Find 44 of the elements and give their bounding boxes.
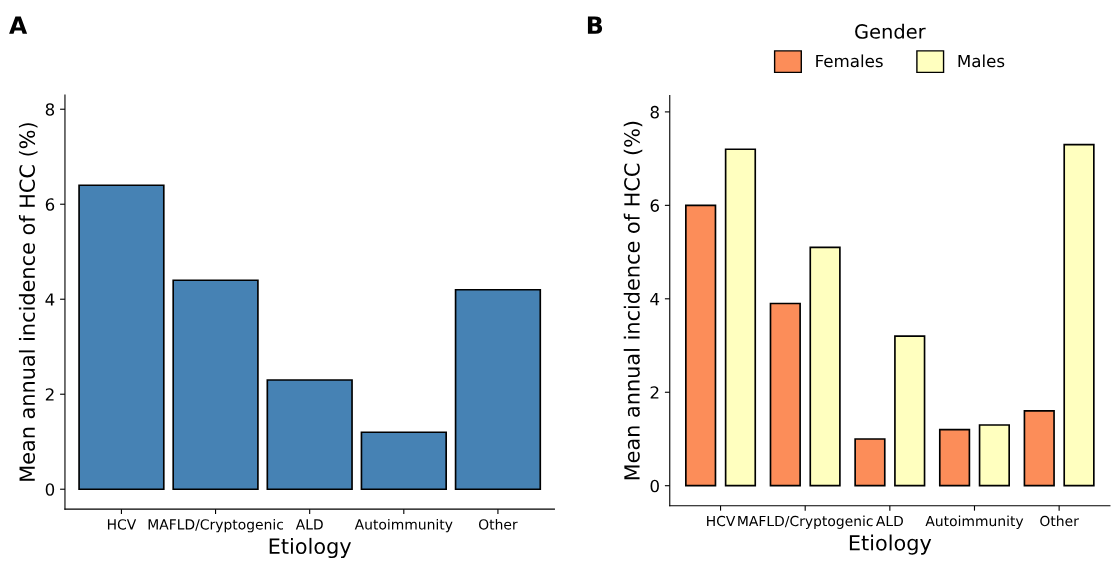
x-tick-label: HCV xyxy=(707,515,736,527)
text: A xyxy=(9,16,28,34)
x-tick-label: HCV xyxy=(107,519,137,530)
bar xyxy=(724,148,757,487)
bar xyxy=(854,438,886,487)
y-axis-title: Mean annual incidence of HCC (%) xyxy=(18,123,38,481)
bar xyxy=(809,246,841,487)
x-tick-label: Other xyxy=(478,518,518,530)
bar xyxy=(78,184,165,491)
x-axis-title: Etiology xyxy=(849,534,932,555)
y-tick-label: 8 xyxy=(650,105,659,119)
x-tick-label: MAFLD/Cryptogenic xyxy=(738,515,873,529)
x-tick-label: ALD xyxy=(875,515,903,527)
legend-label: Males xyxy=(958,54,1005,68)
y-tick-label: 2 xyxy=(45,388,54,401)
bar xyxy=(685,204,717,487)
legend-title: Gender xyxy=(855,23,926,39)
bar xyxy=(938,428,971,487)
y-tick-label: 2 xyxy=(650,386,659,399)
y-axis-title: Mean annual incidence of HCC (%) xyxy=(623,121,643,480)
y-tick-label: 4 xyxy=(650,292,660,306)
bar xyxy=(172,279,259,491)
x-tick-label: Autoimmunity xyxy=(354,518,453,533)
y-tick-label: 0 xyxy=(45,483,55,496)
bar xyxy=(1023,410,1055,487)
y-tick-label: 6 xyxy=(650,199,659,212)
x-tick-label: Other xyxy=(1040,515,1079,527)
y-tick-label: 4 xyxy=(45,293,55,306)
bar xyxy=(360,431,447,491)
x-axis-title: Etiology xyxy=(269,537,352,559)
bar xyxy=(769,302,801,487)
y-tick-label: 6 xyxy=(45,198,55,211)
text: B xyxy=(587,16,603,34)
bar xyxy=(894,335,926,487)
bar xyxy=(454,288,542,491)
x-tick-label: Autoimmunity xyxy=(925,515,1024,529)
bar xyxy=(1063,143,1095,487)
x-tick-label: ALD xyxy=(295,519,323,530)
bar xyxy=(978,424,1011,487)
y-tick-label: 8 xyxy=(45,103,55,116)
x-tick-label: MAFLD/Cryptogenic xyxy=(148,518,284,533)
legend-label: Females xyxy=(816,54,883,68)
bar xyxy=(266,379,353,491)
y-tick-label: 0 xyxy=(650,479,659,493)
